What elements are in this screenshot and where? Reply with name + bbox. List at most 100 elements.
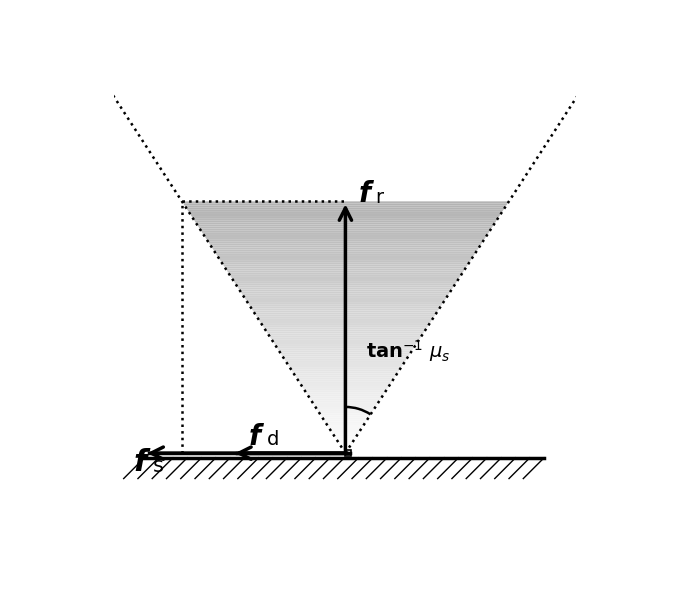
Polygon shape bbox=[272, 340, 419, 342]
Polygon shape bbox=[266, 331, 425, 334]
Polygon shape bbox=[220, 260, 470, 262]
Polygon shape bbox=[257, 317, 434, 319]
Polygon shape bbox=[206, 239, 485, 241]
Polygon shape bbox=[182, 202, 509, 203]
Polygon shape bbox=[299, 382, 392, 384]
Polygon shape bbox=[332, 432, 359, 434]
Polygon shape bbox=[195, 223, 495, 224]
Polygon shape bbox=[223, 265, 468, 266]
Polygon shape bbox=[287, 363, 404, 365]
Polygon shape bbox=[264, 327, 427, 329]
Polygon shape bbox=[226, 269, 465, 271]
Polygon shape bbox=[297, 377, 394, 380]
Polygon shape bbox=[189, 212, 502, 214]
Polygon shape bbox=[291, 369, 400, 371]
Polygon shape bbox=[319, 413, 371, 415]
Polygon shape bbox=[250, 306, 441, 308]
Polygon shape bbox=[242, 293, 449, 296]
Polygon shape bbox=[190, 214, 501, 216]
Polygon shape bbox=[238, 287, 453, 289]
Polygon shape bbox=[344, 451, 347, 453]
Polygon shape bbox=[311, 401, 379, 403]
Polygon shape bbox=[235, 283, 456, 285]
Polygon shape bbox=[255, 314, 435, 317]
Polygon shape bbox=[293, 371, 398, 373]
Polygon shape bbox=[253, 310, 438, 313]
Polygon shape bbox=[193, 218, 498, 220]
Polygon shape bbox=[268, 334, 423, 335]
Polygon shape bbox=[274, 344, 417, 346]
Polygon shape bbox=[322, 418, 369, 419]
Polygon shape bbox=[294, 373, 397, 376]
Polygon shape bbox=[337, 440, 354, 443]
Polygon shape bbox=[341, 447, 350, 449]
Polygon shape bbox=[239, 289, 452, 292]
Polygon shape bbox=[338, 443, 353, 445]
Polygon shape bbox=[276, 346, 415, 348]
Polygon shape bbox=[321, 415, 370, 418]
Polygon shape bbox=[309, 397, 382, 398]
Polygon shape bbox=[314, 405, 377, 407]
Polygon shape bbox=[340, 445, 351, 447]
Polygon shape bbox=[315, 407, 375, 409]
Polygon shape bbox=[191, 216, 499, 218]
Polygon shape bbox=[269, 335, 422, 338]
Polygon shape bbox=[222, 262, 469, 265]
Polygon shape bbox=[325, 422, 366, 424]
Polygon shape bbox=[194, 220, 497, 223]
Polygon shape bbox=[227, 271, 464, 273]
Polygon shape bbox=[306, 392, 385, 394]
Polygon shape bbox=[216, 254, 475, 256]
Polygon shape bbox=[218, 258, 472, 260]
Text: $\boldsymbol{f}$: $\boldsymbol{f}$ bbox=[133, 448, 152, 477]
Polygon shape bbox=[197, 224, 494, 227]
Polygon shape bbox=[305, 390, 386, 392]
Polygon shape bbox=[246, 300, 445, 302]
Text: $\mathrm{r}$: $\mathrm{r}$ bbox=[375, 188, 386, 207]
Polygon shape bbox=[208, 241, 483, 244]
Polygon shape bbox=[313, 403, 378, 405]
Polygon shape bbox=[198, 227, 493, 229]
Polygon shape bbox=[210, 245, 481, 248]
Polygon shape bbox=[187, 210, 503, 212]
Polygon shape bbox=[202, 233, 489, 235]
Text: $\boldsymbol{f}$: $\boldsymbol{f}$ bbox=[249, 423, 266, 451]
Polygon shape bbox=[333, 434, 358, 436]
Polygon shape bbox=[259, 321, 431, 323]
Polygon shape bbox=[277, 348, 414, 350]
Polygon shape bbox=[283, 356, 408, 359]
Polygon shape bbox=[288, 365, 402, 367]
Polygon shape bbox=[237, 285, 454, 287]
Polygon shape bbox=[298, 380, 393, 382]
Polygon shape bbox=[251, 308, 439, 310]
Polygon shape bbox=[200, 229, 491, 231]
Polygon shape bbox=[281, 355, 410, 356]
Polygon shape bbox=[213, 250, 478, 252]
Polygon shape bbox=[262, 325, 429, 327]
Polygon shape bbox=[234, 281, 457, 283]
Polygon shape bbox=[209, 244, 482, 245]
Polygon shape bbox=[329, 428, 362, 430]
Polygon shape bbox=[295, 376, 396, 377]
Polygon shape bbox=[228, 273, 462, 275]
Polygon shape bbox=[183, 203, 508, 206]
Polygon shape bbox=[318, 411, 373, 413]
Polygon shape bbox=[284, 359, 406, 361]
Polygon shape bbox=[328, 426, 363, 428]
Text: $\boldsymbol{f}$: $\boldsymbol{f}$ bbox=[358, 181, 375, 208]
Polygon shape bbox=[326, 424, 365, 426]
Polygon shape bbox=[214, 252, 477, 254]
Polygon shape bbox=[330, 430, 361, 432]
Polygon shape bbox=[334, 436, 357, 439]
Polygon shape bbox=[243, 296, 448, 298]
Text: $\mathbf{tan}^{-1}\ \mu_s$: $\mathbf{tan}^{-1}\ \mu_s$ bbox=[366, 338, 451, 364]
Polygon shape bbox=[245, 298, 446, 300]
Polygon shape bbox=[265, 329, 426, 331]
Polygon shape bbox=[186, 208, 505, 210]
Polygon shape bbox=[286, 361, 405, 363]
Polygon shape bbox=[280, 352, 411, 355]
Polygon shape bbox=[273, 342, 418, 344]
Polygon shape bbox=[290, 367, 401, 369]
Polygon shape bbox=[231, 277, 460, 279]
Polygon shape bbox=[307, 394, 384, 397]
